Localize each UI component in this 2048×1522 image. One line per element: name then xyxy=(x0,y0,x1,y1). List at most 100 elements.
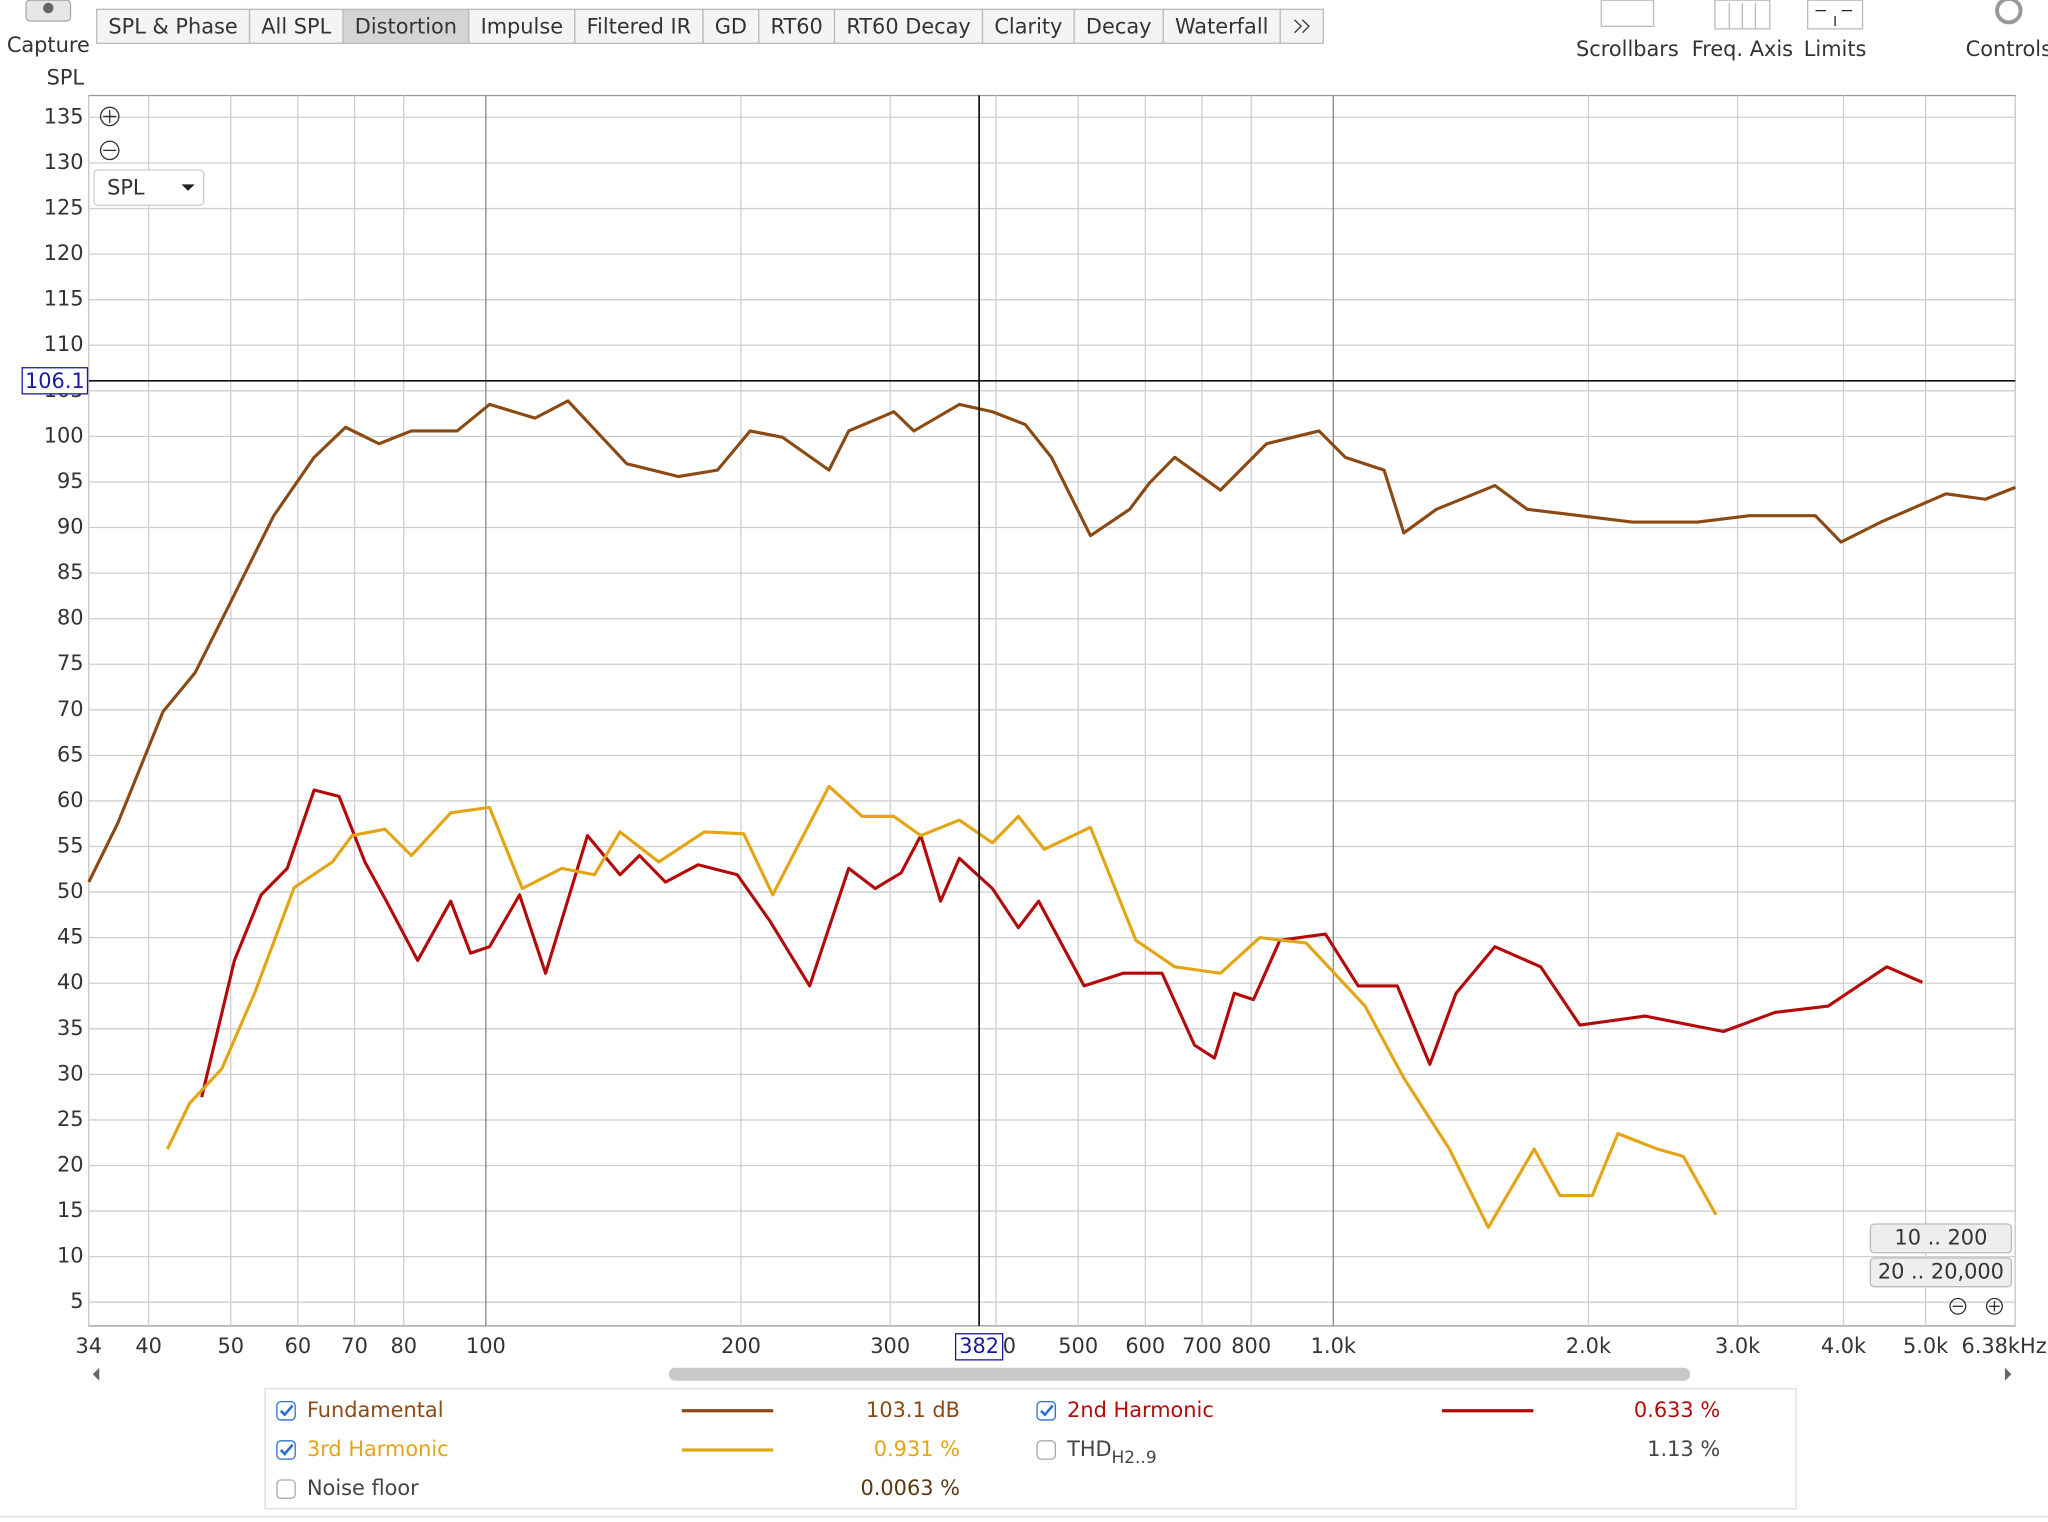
series-line xyxy=(87,399,2016,883)
toolbar-button-label[interactable]: Controls xyxy=(1966,37,2048,61)
legend-value: 0.0063 % xyxy=(860,1476,960,1500)
x-tick-label: 34 xyxy=(76,1334,103,1358)
legend-check xyxy=(279,1404,294,1417)
tab[interactable] xyxy=(574,8,704,44)
right-buttons: Scrollbars Freq. Axis Limits Controls xyxy=(1576,37,2048,61)
controls-icon xyxy=(1995,0,2023,25)
series-line xyxy=(166,784,1718,1229)
range-button-label[interactable]: 20 .. 20,000 xyxy=(1878,1259,2004,1283)
tab[interactable] xyxy=(981,8,1075,44)
scroll-right[interactable] xyxy=(2004,1367,2012,1381)
tab[interactable] xyxy=(1073,8,1164,44)
y-axis-title: SPL xyxy=(47,66,85,90)
toolbar-button-label[interactable]: Freq. Axis xyxy=(1692,37,1793,61)
legend-checkbox[interactable] xyxy=(1036,1400,1056,1421)
x-tick-label: 2.0k xyxy=(1566,1334,1612,1358)
legend-checkbox[interactable] xyxy=(276,1400,296,1421)
x-zoom-out[interactable] xyxy=(1949,1297,1967,1315)
y-tick-label: 55 xyxy=(57,834,84,858)
tab-label[interactable]: RT60 xyxy=(771,15,823,39)
tab-label[interactable]: Clarity xyxy=(994,15,1062,39)
scroll-thumb[interactable] xyxy=(668,1367,1691,1381)
x-tick-label: 1.0k xyxy=(1311,1334,1357,1358)
tab[interactable] xyxy=(833,8,984,44)
legend: Fundamental 103.1 dB 2nd Harmonic 0.633 % 3r… xyxy=(276,1398,1720,1500)
x-tick-label: 6.38kHz xyxy=(1961,1334,2046,1358)
y-tick-label: 110 xyxy=(44,332,84,356)
spl-dropdown[interactable] xyxy=(93,169,205,206)
y-tick-label: 60 xyxy=(57,788,84,812)
x-zoom-in-plus xyxy=(1989,1301,2000,1312)
toolbar-button-label[interactable]: Limits xyxy=(1804,37,1867,61)
cursor-y-label: 106.1 xyxy=(25,369,85,393)
tab-more-icon xyxy=(1294,19,1310,34)
tab[interactable] xyxy=(468,8,576,44)
range-button[interactable] xyxy=(1869,1257,2013,1288)
tab-label[interactable]: Waterfall xyxy=(1175,15,1268,39)
y-tick-label: 50 xyxy=(57,879,84,903)
cursor-x-label: 382 xyxy=(959,1334,999,1358)
legend-value: 0.633 % xyxy=(1634,1398,1720,1422)
y-tick-label: 20 xyxy=(57,1152,84,1176)
legend-checkbox[interactable] xyxy=(1036,1440,1056,1460)
legend-name: Noise floor xyxy=(307,1476,419,1500)
tab[interactable] xyxy=(1162,8,1281,44)
x-tick-label: 800 xyxy=(1231,1334,1271,1358)
legend-value: 0.931 % xyxy=(874,1437,960,1461)
y-tick-label: 80 xyxy=(57,606,84,630)
spl-dropdown-label[interactable]: SPL xyxy=(107,175,145,199)
x-tick-label: 500 xyxy=(1058,1334,1098,1358)
tab-bar: SPL & Phase All SPL Distortion Impulse Filte… xyxy=(96,8,1324,44)
x-tick-label: 5.0k xyxy=(1903,1334,1949,1358)
dropdown-arrow xyxy=(181,184,195,191)
tab[interactable] xyxy=(702,8,760,44)
legend-checkbox[interactable] xyxy=(276,1479,296,1499)
x-tick-label: 700 xyxy=(1182,1334,1222,1358)
curves xyxy=(87,399,2016,1229)
limits-icon-arrows xyxy=(1815,9,1853,27)
zoom-in-plus xyxy=(103,109,117,123)
capture-label[interactable]: Capture xyxy=(7,33,90,57)
y-tick-label: 120 xyxy=(44,241,84,265)
y-tick-label: 130 xyxy=(44,150,84,174)
zoom-in[interactable] xyxy=(99,106,120,127)
tab[interactable] xyxy=(96,8,251,44)
legend-checkbox[interactable] xyxy=(276,1440,296,1460)
x-tick-label: 100 xyxy=(466,1334,506,1358)
legend-name: 3rd Harmonic xyxy=(307,1437,449,1461)
range-button[interactable] xyxy=(1869,1223,2013,1254)
legend-panel xyxy=(264,1387,1797,1510)
tab[interactable] xyxy=(758,8,836,44)
x-tick-label: 200 xyxy=(721,1334,761,1358)
tab-label[interactable]: RT60 Decay xyxy=(846,15,970,39)
x-tick-label: 60 xyxy=(285,1334,312,1358)
toolbar-button-label[interactable]: Scrollbars xyxy=(1576,37,1679,61)
capture-icon-lens xyxy=(43,2,54,14)
tab-label[interactable]: Filtered IR xyxy=(587,15,692,39)
y-tick-label: 40 xyxy=(57,970,84,994)
tab-label[interactable]: Distortion xyxy=(355,15,457,39)
x-tick-label: 50 xyxy=(217,1334,244,1358)
y-tick-label: 90 xyxy=(57,515,84,539)
tab-label[interactable]: GD xyxy=(715,15,747,39)
legend-check xyxy=(279,1443,294,1456)
series-line xyxy=(200,788,1923,1098)
y-tick-label: 125 xyxy=(44,196,84,220)
x-zoom-in[interactable] xyxy=(1985,1297,2003,1315)
y-tick-label: 100 xyxy=(44,423,84,447)
scrollbars-icon xyxy=(1600,0,1655,27)
range-button-label[interactable]: 10 .. 200 xyxy=(1894,1225,1987,1249)
tab-label[interactable]: Decay xyxy=(1086,15,1152,39)
y-tick-label: 70 xyxy=(57,697,84,721)
legend-name: Fundamental xyxy=(307,1398,444,1422)
tab-label[interactable]: SPL & Phase xyxy=(108,15,237,39)
y-tick-label: 75 xyxy=(57,651,84,675)
tab-label[interactable]: All SPL xyxy=(261,15,331,39)
zoom-out[interactable] xyxy=(99,140,120,161)
tab-label[interactable]: Impulse xyxy=(481,15,564,39)
x-tick-label: 600 xyxy=(1125,1334,1165,1358)
scroll-left[interactable] xyxy=(92,1367,100,1381)
tab-more[interactable] xyxy=(1279,8,1324,44)
